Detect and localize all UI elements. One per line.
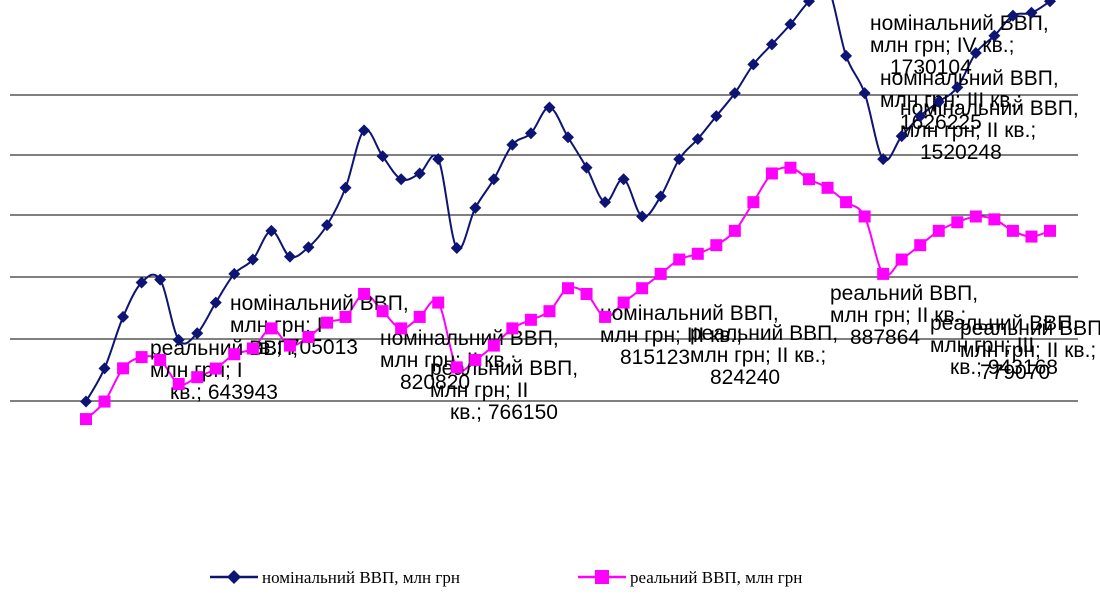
data-point-real (506, 322, 518, 334)
legend-label-nominal: номінальний ВВП, млн грн (262, 568, 460, 587)
data-point-nominal (488, 173, 500, 185)
data-point-real (395, 322, 407, 334)
data-point-nominal (358, 124, 370, 136)
data-point-real (488, 340, 500, 352)
data-point-real (692, 248, 704, 260)
data-point-nominal (562, 131, 574, 143)
data-point-real (414, 311, 426, 323)
data-label: кв.; 766150 (450, 401, 558, 424)
data-point-real (896, 254, 908, 266)
data-point-nominal (117, 311, 129, 323)
data-label: номінальний ВВП, (880, 67, 1059, 90)
data-point-real (191, 371, 203, 383)
data-label: 815123 (620, 346, 690, 369)
data-point-nominal (469, 202, 481, 214)
data-label: млн грн; II кв.; (900, 119, 1036, 142)
data-point-real (859, 211, 871, 223)
data-point-nominal (451, 242, 463, 254)
legend-label-real: реальний ВВП, млн грн (630, 568, 802, 587)
data-point-real (822, 182, 834, 194)
data-point-real (581, 288, 593, 300)
data-point-real (136, 351, 148, 363)
data-point-real (1044, 225, 1056, 237)
data-label: млн грн; II (430, 379, 528, 402)
data-point-real (784, 162, 796, 174)
data-point-real (154, 354, 166, 366)
data-point-nominal (581, 162, 593, 174)
data-point-real (469, 354, 481, 366)
data-label: реальний ВВП, (830, 282, 978, 305)
data-point-real (970, 211, 982, 223)
legend-item-nominal: номінальний ВВП, млн грн (210, 568, 460, 587)
data-point-real (302, 331, 314, 343)
data-point-real (1007, 225, 1019, 237)
data-point-real (265, 322, 277, 334)
data-point-real (766, 167, 778, 179)
data-point-nominal (340, 182, 352, 194)
data-label: кв.; 643943 (170, 381, 278, 404)
data-point-real (988, 213, 1000, 225)
data-point-real (618, 297, 630, 309)
data-label: 887864 (850, 326, 920, 349)
data-label: млн грн; II кв.; (690, 344, 826, 367)
data-label: номінальний ВВП, (870, 12, 1049, 35)
data-point-real (340, 311, 352, 323)
data-point-real (951, 216, 963, 228)
data-point-real (284, 340, 296, 352)
data-point-real (117, 362, 129, 374)
data-point-real (451, 361, 463, 373)
data-point-real (1025, 231, 1037, 243)
data-point-nominal (655, 190, 667, 202)
data-point-nominal (80, 396, 92, 408)
data-point-real (432, 297, 444, 309)
data-label: реальний ВВП, (690, 322, 838, 345)
data-point-real (673, 254, 685, 266)
data-point-nominal (859, 87, 871, 99)
data-label: 824240 (710, 366, 780, 389)
data-label: 779070 (980, 361, 1050, 384)
data-point-real (636, 282, 648, 294)
data-point-real (377, 305, 389, 317)
data-label: 1520248 (920, 141, 1002, 164)
data-point-real (599, 311, 611, 323)
data-point-real (247, 342, 259, 354)
legend-item-real: реальний ВВП, млн грн (578, 568, 802, 587)
data-point-nominal (99, 362, 111, 374)
data-point-real (228, 348, 240, 360)
data-point-real (729, 225, 741, 237)
data-point-real (173, 378, 185, 390)
data-point-nominal (321, 219, 333, 231)
data-point-real (914, 239, 926, 251)
data-point-nominal (840, 50, 852, 62)
data-point-real (99, 396, 111, 408)
data-point-real (210, 363, 222, 375)
data-point-real (543, 305, 555, 317)
data-point-real (877, 268, 889, 280)
data-point-real (562, 282, 574, 294)
data-point-real (803, 173, 815, 185)
legend: номінальний ВВП, млн грн реальний ВВП, м… (210, 568, 802, 587)
data-point-real (840, 196, 852, 208)
data-point-real (525, 314, 537, 326)
data-point-nominal (210, 297, 222, 309)
data-label: млн грн; II кв.; (960, 339, 1096, 362)
data-point-real (321, 317, 333, 329)
data-label: номінальний ВВП, (900, 97, 1079, 120)
data-point-real (655, 268, 667, 280)
data-point-real (710, 239, 722, 251)
data-point-real (80, 413, 92, 425)
data-point-real (358, 288, 370, 300)
data-point-real (933, 225, 945, 237)
data-label: реальний ВВП, (960, 317, 1100, 340)
data-point-real (747, 196, 759, 208)
